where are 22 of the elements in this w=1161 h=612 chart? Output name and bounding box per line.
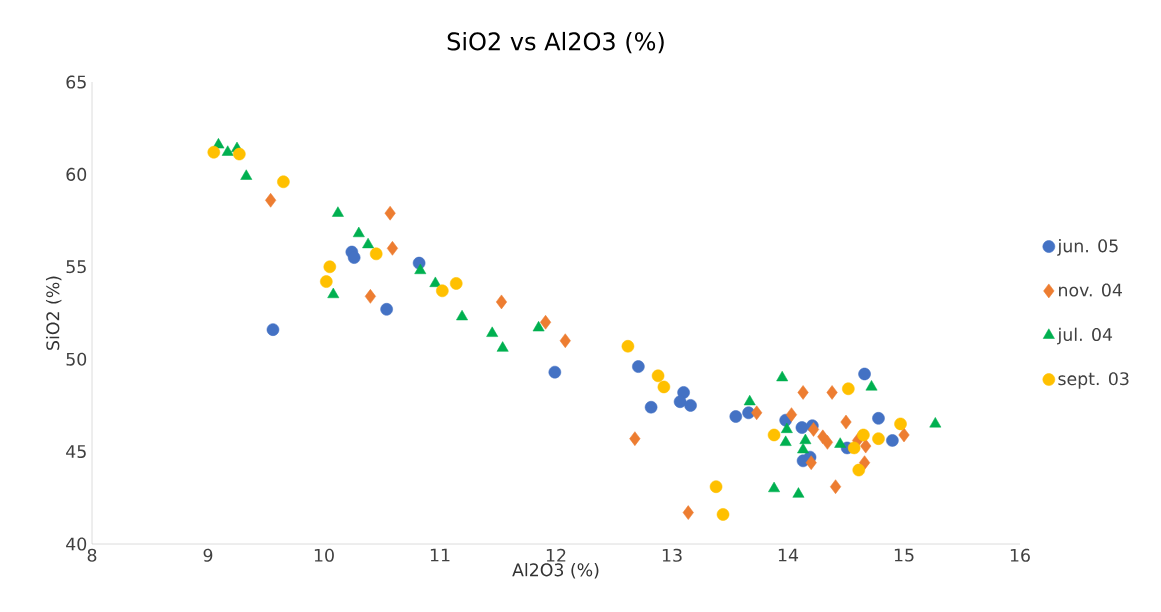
x-tick-label: 15: [894, 548, 914, 562]
x-tick-label: 13: [662, 548, 682, 562]
legend-label: nov. 04: [1059, 283, 1122, 297]
chart-title: SiO2 vs Al2O3 (%): [447, 31, 664, 54]
y-tick-label: 65: [66, 75, 86, 89]
y-tick-label: 55: [66, 260, 86, 274]
x-tick-label: 8: [87, 548, 97, 562]
y-tick-label: 50: [66, 352, 87, 366]
legend-label: jul. 04: [1057, 327, 1113, 345]
legend-label: jun. 05: [1057, 238, 1118, 256]
x-tick-label: 10: [314, 548, 334, 562]
y-tick-label: 40: [66, 537, 87, 551]
x-tick-label: 9: [203, 548, 213, 562]
x-axis-title: Al2O3 (%): [512, 562, 599, 579]
x-tick-label: 12: [546, 548, 566, 562]
legend-label: sept. 03: [1058, 372, 1129, 389]
x-tick-label: 14: [778, 548, 799, 562]
y-axis-title: SiO2 (%): [45, 276, 62, 350]
y-tick-label: 60: [66, 167, 87, 181]
x-tick-label: 11: [430, 548, 450, 562]
x-tick-label: 16: [1010, 548, 1030, 562]
y-tick-label: 45: [66, 445, 86, 459]
